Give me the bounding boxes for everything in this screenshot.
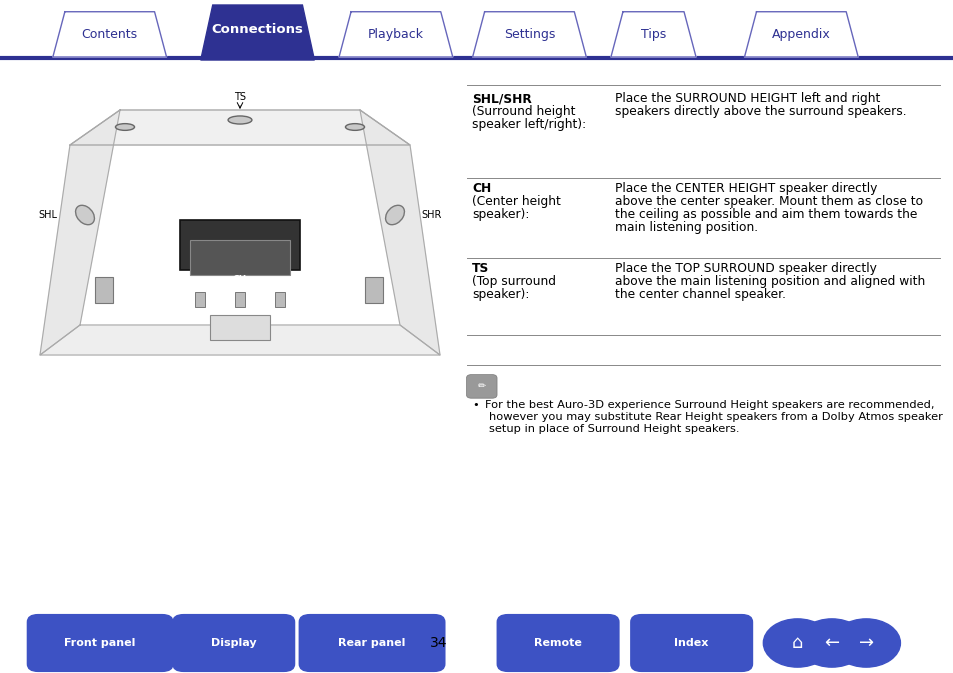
Text: SHL/SHR: SHL/SHR: [472, 92, 532, 105]
Text: setup in place of Surround Height speakers.: setup in place of Surround Height speake…: [489, 424, 740, 434]
FancyBboxPatch shape: [210, 315, 270, 340]
Text: however you may substitute Rear Height speakers from a Dolby Atmos speaker: however you may substitute Rear Height s…: [489, 412, 943, 422]
Ellipse shape: [345, 124, 364, 131]
Polygon shape: [338, 11, 453, 57]
Text: Place the TOP SURROUND speaker directly: Place the TOP SURROUND speaker directly: [615, 262, 877, 275]
Text: speaker):: speaker):: [472, 208, 529, 221]
Text: Front panel: Front panel: [65, 638, 135, 648]
Text: Connections: Connections: [212, 23, 303, 36]
Text: For the best Auro-3D experience Surround Height speakers are recommended,: For the best Auro-3D experience Surround…: [484, 400, 933, 410]
Text: TS: TS: [233, 92, 246, 102]
Ellipse shape: [115, 124, 134, 131]
Text: 34: 34: [430, 636, 447, 650]
Text: (Surround height: (Surround height: [472, 105, 575, 118]
Text: Index: Index: [674, 638, 708, 648]
FancyBboxPatch shape: [275, 292, 285, 307]
Circle shape: [831, 619, 900, 667]
Polygon shape: [200, 5, 314, 60]
Text: ✏: ✏: [477, 381, 485, 391]
Text: Rear panel: Rear panel: [338, 638, 405, 648]
Text: CH: CH: [233, 275, 247, 285]
Text: •: •: [472, 400, 478, 410]
Text: TS: TS: [472, 262, 489, 275]
Text: Place the SURROUND HEIGHT left and right: Place the SURROUND HEIGHT left and right: [615, 92, 880, 105]
Polygon shape: [610, 11, 696, 57]
Text: (Center height: (Center height: [472, 195, 560, 208]
FancyBboxPatch shape: [95, 277, 112, 304]
Polygon shape: [40, 110, 120, 355]
Ellipse shape: [228, 116, 252, 124]
Text: the ceiling as possible and aim them towards the: the ceiling as possible and aim them tow…: [615, 208, 917, 221]
Polygon shape: [472, 11, 586, 57]
Text: (Top surround: (Top surround: [472, 275, 556, 288]
FancyBboxPatch shape: [298, 614, 445, 672]
Text: ⌂: ⌂: [791, 634, 802, 652]
Text: Tips: Tips: [640, 28, 665, 41]
Polygon shape: [70, 110, 410, 145]
Text: →: →: [858, 634, 873, 652]
FancyBboxPatch shape: [27, 614, 173, 672]
Text: Display: Display: [211, 638, 256, 648]
FancyBboxPatch shape: [365, 277, 382, 304]
FancyBboxPatch shape: [195, 292, 205, 307]
FancyBboxPatch shape: [180, 220, 299, 270]
FancyBboxPatch shape: [629, 614, 752, 672]
Text: SHL: SHL: [38, 210, 57, 220]
Ellipse shape: [385, 205, 404, 225]
Ellipse shape: [75, 205, 94, 225]
Text: above the main listening position and aligned with: above the main listening position and al…: [615, 275, 924, 288]
Text: SHR: SHR: [421, 210, 442, 220]
Text: speaker left/right):: speaker left/right):: [472, 118, 586, 131]
Text: Appendix: Appendix: [771, 28, 830, 41]
FancyBboxPatch shape: [235, 292, 245, 307]
Text: Remote: Remote: [534, 638, 581, 648]
Text: speakers directly above the surround speakers.: speakers directly above the surround spe…: [615, 105, 906, 118]
Text: Playback: Playback: [368, 28, 423, 41]
FancyBboxPatch shape: [466, 375, 497, 398]
FancyBboxPatch shape: [496, 614, 619, 672]
Text: ←: ←: [823, 634, 839, 652]
FancyBboxPatch shape: [190, 240, 290, 275]
Text: Contents: Contents: [82, 28, 137, 41]
Polygon shape: [52, 11, 167, 57]
Text: speaker):: speaker):: [472, 288, 529, 301]
FancyBboxPatch shape: [172, 614, 295, 672]
Text: the center channel speaker.: the center channel speaker.: [615, 288, 785, 301]
Polygon shape: [359, 110, 439, 355]
Circle shape: [797, 619, 865, 667]
Text: Settings: Settings: [503, 28, 555, 41]
Text: Place the CENTER HEIGHT speaker directly: Place the CENTER HEIGHT speaker directly: [615, 182, 877, 195]
Text: main listening position.: main listening position.: [615, 221, 758, 234]
Polygon shape: [40, 325, 439, 355]
Text: CH: CH: [472, 182, 491, 195]
Text: above the center speaker. Mount them as close to: above the center speaker. Mount them as …: [615, 195, 923, 208]
Circle shape: [762, 619, 831, 667]
Polygon shape: [743, 11, 858, 57]
